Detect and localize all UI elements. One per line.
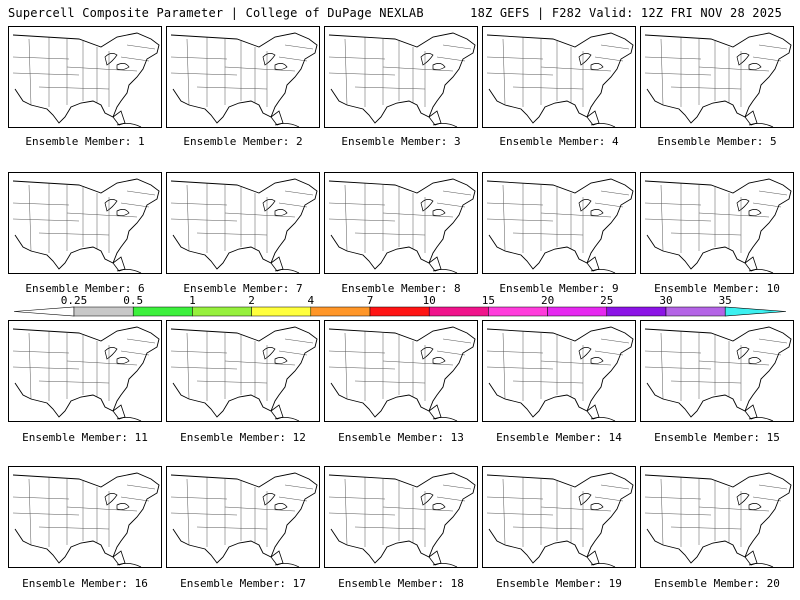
scale-tick-label: 1: [189, 294, 196, 307]
scale-swatch: [428, 306, 489, 317]
scale-swatch: [310, 306, 371, 317]
ensemble-member-label: Ensemble Member: 15: [654, 431, 780, 444]
ensemble-member-label: Ensemble Member: 7: [183, 282, 303, 295]
ensemble-member-map: [8, 26, 162, 128]
scale-swatch: [606, 306, 667, 317]
scale-swatch: [73, 306, 134, 317]
ensemble-member-map: [324, 466, 478, 568]
ensemble-member-label: Ensemble Member: 14: [496, 431, 622, 444]
ensemble-member-label: Ensemble Member: 12: [180, 431, 306, 444]
ensemble-member-map: [166, 172, 320, 274]
scale-swatch: [488, 306, 548, 317]
ensemble-member-map: [166, 320, 320, 422]
ensemble-member-map: [324, 320, 478, 422]
ensemble-member-label: Ensemble Member: 6: [25, 282, 145, 295]
ensemble-member-label: Ensemble Member: 10: [654, 282, 780, 295]
ensemble-member-map: [482, 172, 636, 274]
scale-tick-label: 0.5: [123, 294, 144, 307]
scale-tick-label: 35: [718, 294, 732, 307]
ensemble-member-map: [8, 172, 162, 274]
ensemble-member-label: Ensemble Member: 17: [180, 577, 306, 590]
page-title: Supercell Composite Parameter | College …: [8, 6, 424, 20]
ensemble-member-label: Ensemble Member: 9: [499, 282, 619, 295]
run-info: 18Z GEFS | F282 Valid: 12Z FRI NOV 28 20…: [470, 6, 782, 20]
ensemble-member-label: Ensemble Member: 5: [657, 135, 777, 148]
ensemble-member-map: [482, 320, 636, 422]
ensemble-member-map: [166, 26, 320, 128]
scale-tick-label: 15: [481, 294, 496, 307]
ensemble-member-map: [640, 26, 794, 128]
ensemble-member-label: Ensemble Member: 20: [654, 577, 780, 590]
scale-swatch: [251, 306, 312, 317]
scale-arrow-right: [724, 306, 787, 317]
scale-tick-label: 25: [600, 294, 614, 307]
ensemble-member-label: Ensemble Member: 16: [22, 577, 148, 590]
ensemble-member-map: [482, 466, 636, 568]
ensemble-member-map: [8, 320, 162, 422]
scale-tick-label: 7: [366, 294, 374, 307]
scale-tick-label: 0.25: [60, 294, 88, 307]
ensemble-member-label: Ensemble Member: 8: [341, 282, 461, 295]
ensemble-member-label: Ensemble Member: 11: [22, 431, 148, 444]
ensemble-member-label: Ensemble Member: 4: [499, 135, 619, 148]
scale-tick-label: 2: [248, 294, 255, 307]
ensemble-member-map: [324, 172, 478, 274]
scale-arrow-left: [13, 306, 75, 317]
ensemble-member-label: Ensemble Member: 13: [338, 431, 464, 444]
ensemble-member-label: Ensemble Member: 18: [338, 577, 464, 590]
ensemble-member-label: Ensemble Member: 2: [183, 135, 303, 148]
ensemble-member-label: Ensemble Member: 3: [341, 135, 461, 148]
ensemble-member-label: Ensemble Member: 19: [496, 577, 622, 590]
ensemble-member-map: [166, 466, 320, 568]
scale-swatch: [192, 306, 252, 317]
scale-swatch: [665, 306, 726, 317]
ensemble-member-map: [640, 320, 794, 422]
ensemble-member-map: [640, 466, 794, 568]
ensemble-member-map: [324, 26, 478, 128]
scale-tick-label: 4: [307, 294, 315, 307]
scale-tick-label: 20: [540, 294, 555, 307]
ensemble-member-map: [640, 172, 794, 274]
scale-tick-label: 10: [422, 294, 436, 307]
scale-tick-label: 30: [659, 294, 673, 307]
scale-swatch: [547, 306, 608, 317]
ensemble-member-label: Ensemble Member: 1: [25, 135, 145, 148]
scale-swatch: [369, 306, 430, 317]
scale-swatch: [132, 306, 193, 317]
ensemble-member-map: [482, 26, 636, 128]
ensemble-member-map: [8, 466, 162, 568]
